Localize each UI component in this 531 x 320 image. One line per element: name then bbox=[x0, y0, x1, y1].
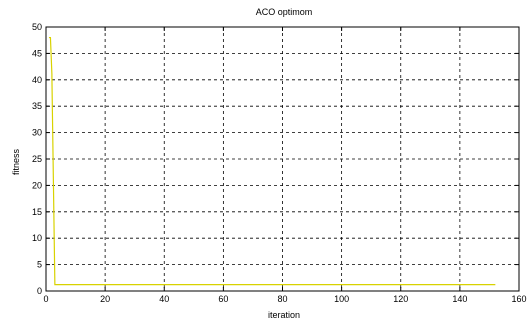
x-tick-label: 160 bbox=[511, 294, 526, 304]
chart-title: ACO optimom bbox=[256, 7, 313, 17]
x-tick-label: 100 bbox=[334, 294, 349, 304]
y-tick-label: 25 bbox=[32, 154, 42, 164]
y-tick-label: 15 bbox=[32, 207, 42, 217]
x-tick-label: 40 bbox=[159, 294, 169, 304]
x-tick-label: 120 bbox=[393, 294, 408, 304]
y-tick-label: 20 bbox=[32, 180, 42, 190]
y-tick-label: 45 bbox=[32, 48, 42, 58]
y-tick-label: 10 bbox=[32, 233, 42, 243]
grid bbox=[46, 27, 519, 291]
y-tick-label: 5 bbox=[37, 260, 42, 270]
y-tick-label: 35 bbox=[32, 101, 42, 111]
y-axis-label: fitness bbox=[11, 148, 21, 175]
y-tick-label: 0 bbox=[37, 286, 42, 296]
x-tick-label: 140 bbox=[452, 294, 467, 304]
x-tick-label: 60 bbox=[218, 294, 228, 304]
x-axis-label: iteration bbox=[268, 310, 300, 320]
y-tick-label: 40 bbox=[32, 75, 42, 85]
series-group bbox=[48, 36, 496, 286]
x-tick-label: 20 bbox=[100, 294, 110, 304]
x-tick-label: 0 bbox=[43, 294, 48, 304]
x-tick-label: 80 bbox=[277, 294, 287, 304]
y-tick-label: 30 bbox=[32, 128, 42, 138]
y-tick-label: 50 bbox=[32, 22, 42, 32]
axis-ticks: 0 20 40 60 80 100 120 140 160 0 5 10 15 20 25 30 35 40 45 5… bbox=[32, 22, 527, 304]
fitness-series-line bbox=[48, 36, 496, 286]
